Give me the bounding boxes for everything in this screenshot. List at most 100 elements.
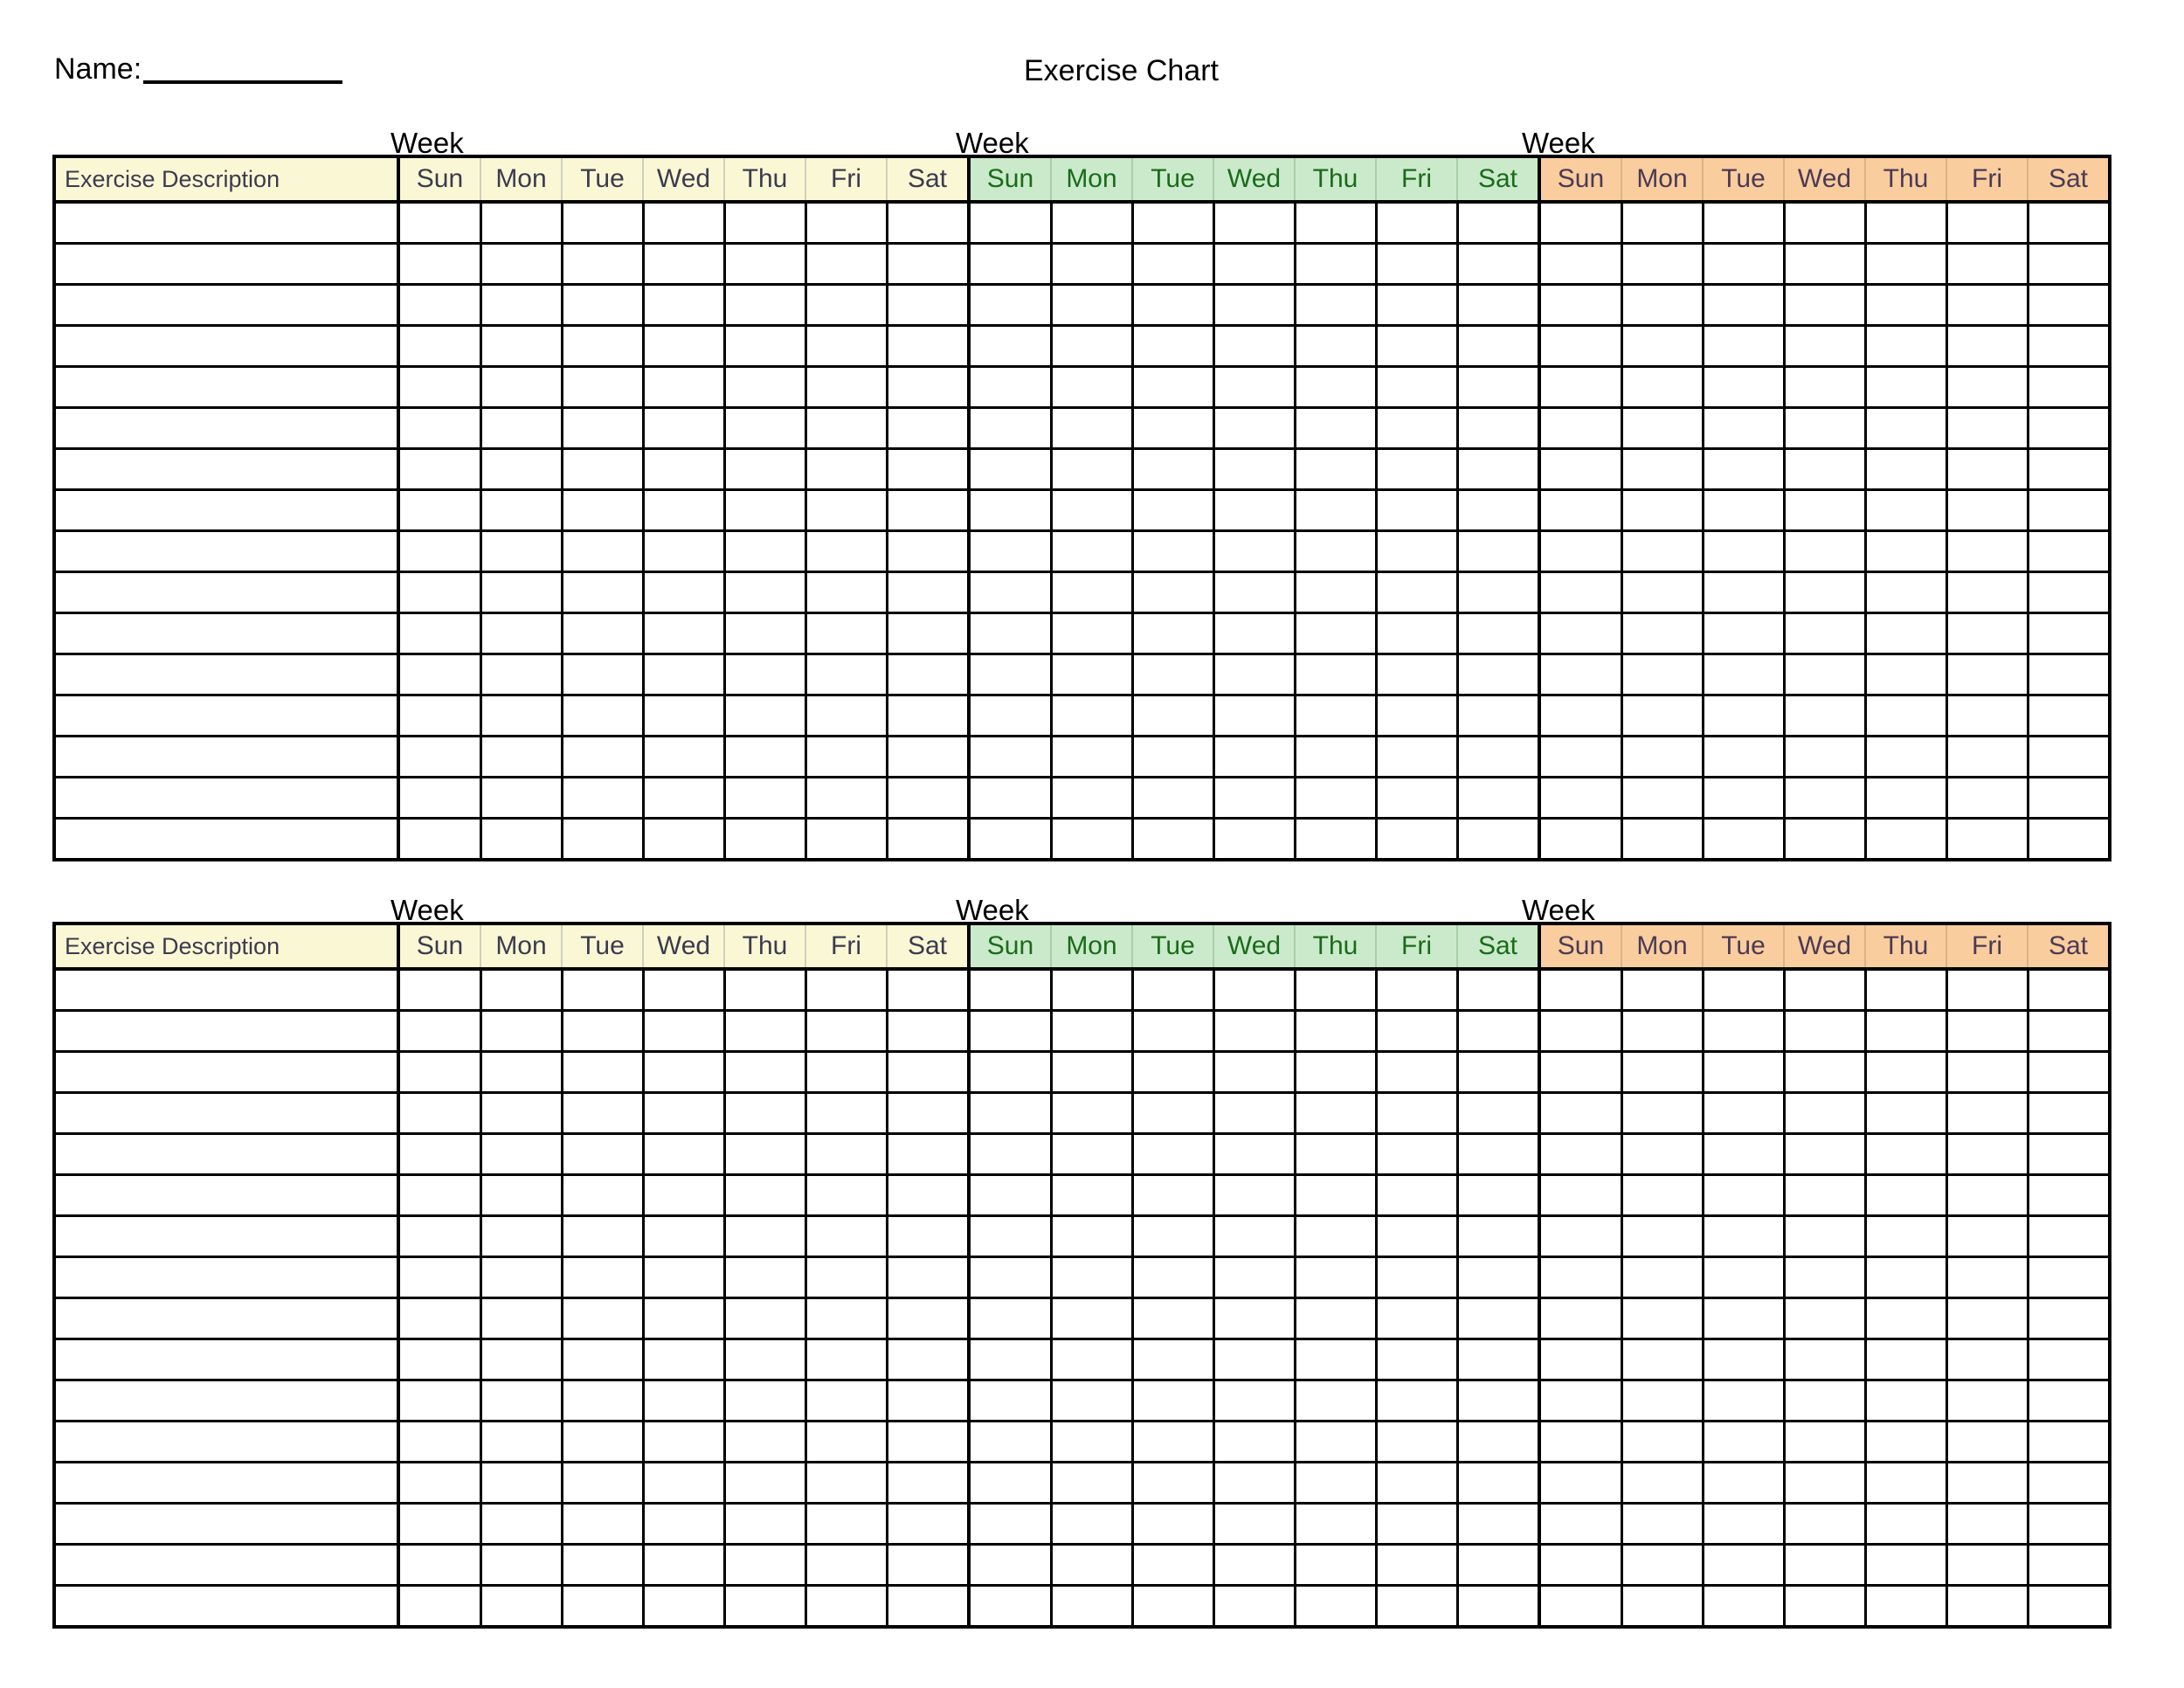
day-cell[interactable] [2028, 447, 2110, 490]
day-cell[interactable] [1213, 694, 1296, 737]
day-cell[interactable] [1376, 488, 1459, 531]
exercise-description-cell[interactable] [54, 1502, 400, 1545]
day-cell[interactable] [643, 1091, 726, 1134]
day-cell[interactable] [1539, 1050, 1623, 1093]
day-cell[interactable] [562, 694, 645, 737]
day-cell[interactable] [398, 242, 482, 285]
day-cell[interactable] [643, 1050, 726, 1093]
exercise-description-cell[interactable] [54, 1009, 400, 1052]
day-cell[interactable] [1132, 1050, 1215, 1093]
day-cell[interactable] [480, 1338, 563, 1380]
day-cell[interactable] [1621, 1050, 1704, 1093]
day-cell[interactable] [562, 817, 645, 860]
day-cell[interactable] [1457, 324, 1541, 367]
day-cell[interactable] [1376, 1502, 1459, 1545]
day-cell[interactable] [1703, 488, 1786, 531]
day-cell[interactable] [1865, 529, 1948, 572]
day-cell[interactable] [887, 776, 971, 819]
day-cell[interactable] [969, 1132, 1053, 1175]
day-cell[interactable] [562, 1009, 645, 1052]
day-cell[interactable] [1539, 365, 1623, 408]
day-cell[interactable] [1132, 365, 1215, 408]
day-cell[interactable] [1132, 817, 1215, 860]
day-cell[interactable] [969, 1050, 1053, 1093]
day-cell[interactable] [724, 1502, 807, 1545]
day-cell[interactable] [969, 447, 1053, 490]
day-cell[interactable] [1946, 1461, 2029, 1504]
day-cell[interactable] [2028, 529, 2110, 572]
exercise-description-cell[interactable] [54, 571, 400, 613]
day-cell[interactable] [1051, 1009, 1134, 1052]
day-cell[interactable] [1376, 1173, 1459, 1216]
day-cell[interactable] [724, 1214, 807, 1257]
exercise-description-cell[interactable] [54, 1420, 400, 1463]
day-cell[interactable] [1621, 735, 1704, 778]
day-cell[interactable] [1051, 1543, 1134, 1586]
day-cell[interactable] [643, 1009, 726, 1052]
day-cell[interactable] [398, 529, 482, 572]
day-cell[interactable] [724, 283, 807, 326]
day-cell[interactable] [1295, 1379, 1378, 1422]
day-cell[interactable] [1946, 1584, 2029, 1627]
day-cell[interactable] [1213, 1214, 1296, 1257]
day-cell[interactable] [1865, 694, 1948, 737]
day-cell[interactable] [480, 735, 563, 778]
day-cell[interactable] [805, 1091, 888, 1134]
day-cell[interactable] [887, 488, 971, 531]
day-cell[interactable] [1132, 1214, 1215, 1257]
day-cell[interactable] [887, 1461, 971, 1504]
day-cell[interactable] [805, 202, 888, 244]
day-cell[interactable] [1213, 1338, 1296, 1380]
day-cell[interactable] [1051, 1050, 1134, 1093]
day-cell[interactable] [1946, 1256, 2029, 1298]
day-cell[interactable] [1295, 1173, 1378, 1216]
day-cell[interactable] [724, 1173, 807, 1216]
day-cell[interactable] [1213, 1379, 1296, 1422]
day-cell[interactable] [398, 1338, 482, 1380]
day-cell[interactable] [724, 1050, 807, 1093]
day-cell[interactable] [1051, 1173, 1134, 1216]
day-cell[interactable] [1376, 324, 1459, 367]
day-cell[interactable] [398, 488, 482, 531]
day-cell[interactable] [1539, 653, 1623, 695]
day-cell[interactable] [969, 1379, 1053, 1422]
day-cell[interactable] [1457, 817, 1541, 860]
day-cell[interactable] [1621, 1379, 1704, 1422]
day-cell[interactable] [1865, 1543, 1948, 1586]
day-cell[interactable] [562, 735, 645, 778]
day-cell[interactable] [1051, 735, 1134, 778]
day-cell[interactable] [1132, 406, 1215, 449]
day-cell[interactable] [480, 365, 563, 408]
day-cell[interactable] [1539, 969, 1623, 1011]
day-cell[interactable] [1295, 612, 1378, 654]
day-cell[interactable] [2028, 1420, 2110, 1463]
day-cell[interactable] [480, 1297, 563, 1339]
day-cell[interactable] [969, 1297, 1053, 1339]
day-cell[interactable] [969, 653, 1053, 695]
exercise-description-cell[interactable] [54, 1461, 400, 1504]
day-cell[interactable] [1132, 1256, 1215, 1298]
day-cell[interactable] [1132, 529, 1215, 572]
day-cell[interactable] [805, 1502, 888, 1545]
day-cell[interactable] [562, 1502, 645, 1545]
day-cell[interactable] [887, 1379, 971, 1422]
day-cell[interactable] [1946, 365, 2029, 408]
day-cell[interactable] [1703, 1461, 1786, 1504]
day-cell[interactable] [805, 612, 888, 654]
day-cell[interactable] [1946, 735, 2029, 778]
day-cell[interactable] [2028, 817, 2110, 860]
day-cell[interactable] [643, 1379, 726, 1422]
day-cell[interactable] [562, 1256, 645, 1298]
day-cell[interactable] [1213, 488, 1296, 531]
day-cell[interactable] [1051, 488, 1134, 531]
day-cell[interactable] [2028, 1297, 2110, 1339]
day-cell[interactable] [1621, 1091, 1704, 1134]
day-cell[interactable] [562, 324, 645, 367]
day-cell[interactable] [887, 1338, 971, 1380]
day-cell[interactable] [1865, 1173, 1948, 1216]
day-cell[interactable] [1132, 242, 1215, 285]
day-cell[interactable] [887, 324, 971, 367]
day-cell[interactable] [887, 1132, 971, 1175]
day-cell[interactable] [480, 1050, 563, 1093]
day-cell[interactable] [2028, 653, 2110, 695]
